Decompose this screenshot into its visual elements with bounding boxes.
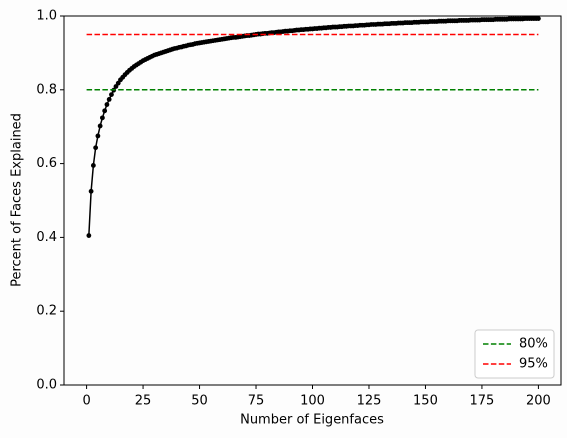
legend: 80%95% [474, 329, 555, 379]
x-tick-label: 50 [191, 394, 208, 409]
x-tick-label: 125 [357, 394, 382, 409]
x-tick-label: 25 [135, 394, 152, 409]
data-point [100, 115, 105, 121]
data-point [88, 188, 94, 194]
x-axis-label: Number of Eigenfaces [240, 413, 384, 428]
y-axis-label: Percent of Faces Explained [10, 113, 25, 287]
x-tick-label: 0 [82, 394, 90, 409]
x-tick-label: 200 [526, 394, 551, 409]
data-point [106, 96, 112, 102]
data-point [86, 233, 92, 238]
legend-label: 95% [519, 357, 548, 372]
data-point [536, 16, 541, 21]
x-tick-label: 100 [300, 394, 325, 409]
y-tick-label: 0.2 [36, 304, 57, 319]
data-point [97, 123, 103, 129]
y-tick-label: 0.6 [36, 156, 57, 171]
x-tick-label: 150 [413, 394, 438, 409]
plot-frame [63, 15, 562, 386]
legend-box [474, 329, 555, 379]
x-tick-label: 75 [248, 394, 265, 409]
data-point [93, 145, 99, 151]
data-point [102, 108, 108, 114]
data-point [109, 92, 114, 97]
data-point [90, 163, 96, 168]
x-tick-label: 175 [470, 394, 495, 409]
y-tick-label: 1.0 [36, 9, 57, 24]
data-point [104, 102, 110, 107]
legend-label: 80% [519, 337, 548, 352]
y-tick-label: 0.8 [36, 82, 57, 97]
y-tick-label: 0.0 [36, 378, 57, 393]
y-tick-label: 0.4 [36, 230, 57, 245]
data-point [95, 133, 101, 139]
